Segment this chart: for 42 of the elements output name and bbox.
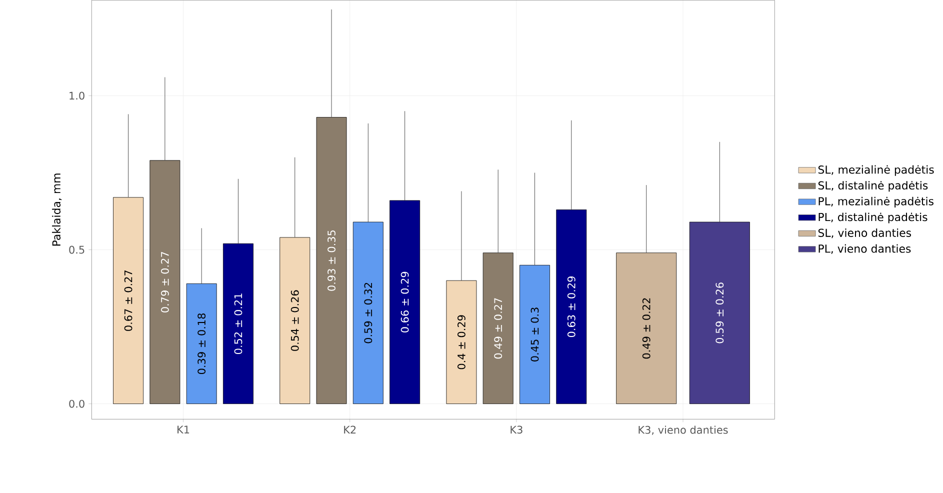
bar — [520, 264, 550, 404]
data-label: 0.59 ± 0.32 — [364, 282, 372, 344]
data-label: 0.59 ± 0.26 — [716, 282, 724, 344]
bar — [222, 243, 254, 404]
legend-label: PL, mezialinė padėtis — [818, 196, 934, 208]
data-label: 0.49 ± 0.22 — [642, 298, 650, 359]
x-tick-label: K1 — [178, 426, 190, 434]
y-axis-title: Paklaida, mm — [52, 174, 62, 246]
bar — [446, 280, 477, 404]
data-label: 0.66 ± 0.29 — [400, 272, 409, 332]
data-label: 0.54 ± 0.26 — [290, 290, 299, 351]
bar — [352, 222, 384, 404]
legend-label: SL, mezialinė padėtis — [818, 165, 934, 176]
bar — [482, 252, 514, 404]
bar — [390, 200, 420, 404]
legend-label: SL, vieno danties — [818, 228, 912, 238]
bar — [113, 197, 144, 404]
data-label: 0.4 ± 0.29 — [457, 315, 466, 370]
data-label: 0.67 ± 0.27 — [124, 270, 132, 331]
bar — [280, 237, 310, 404]
legend-label: PL, distalinė padėtis — [818, 212, 928, 224]
x-tick-label: K3, vieno danties — [638, 426, 728, 435]
bar — [689, 222, 750, 404]
bar — [316, 117, 347, 404]
y-tick-label: 0.5 — [69, 246, 84, 254]
legend-label: SL, distalinė padėtis — [818, 181, 928, 192]
bar — [616, 252, 677, 404]
x-tick-label: K3 — [510, 426, 522, 434]
x-tick-label: K2 — [344, 426, 356, 434]
data-label: 0.63 ± 0.29 — [567, 276, 576, 337]
data-label: 0.49 ± 0.27 — [494, 298, 502, 359]
y-tick-label: 0.0 — [69, 400, 84, 408]
y-tick-label: 1.0 — [70, 92, 84, 100]
data-label: 0.93 ± 0.35 — [328, 230, 336, 291]
bar — [150, 160, 180, 404]
data-label: 0.39 ± 0.18 — [198, 313, 206, 374]
data-label: 0.45 ± 0.3 — [530, 308, 539, 362]
bar — [556, 209, 587, 404]
data-label: 0.52 ± 0.21 — [234, 294, 242, 354]
data-label: 0.79 ± 0.27 — [160, 252, 169, 312]
bar — [186, 283, 217, 404]
legend-label: PL, vieno danties — [818, 244, 911, 254]
